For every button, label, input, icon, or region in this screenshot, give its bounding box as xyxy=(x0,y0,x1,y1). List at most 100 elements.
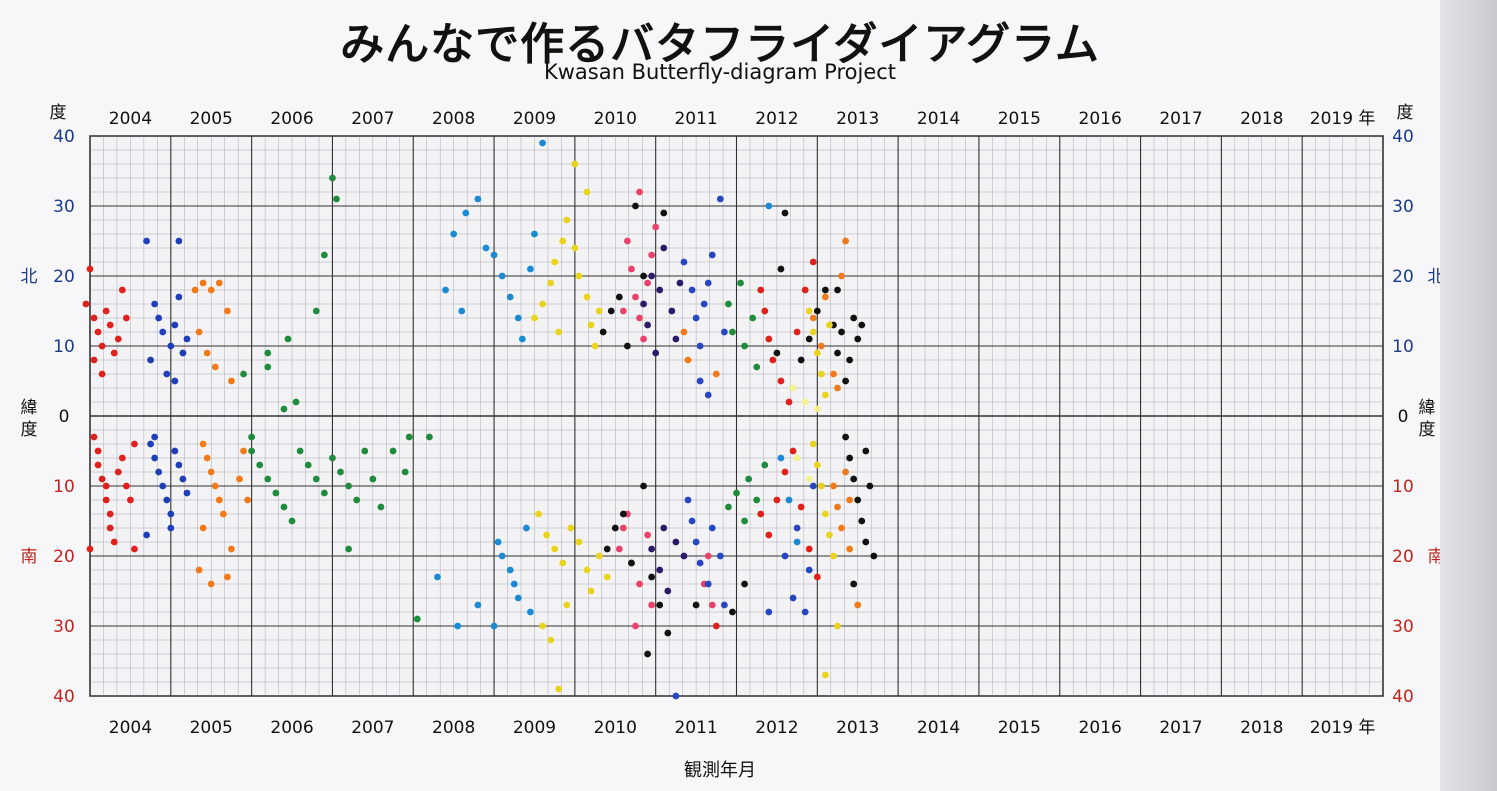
sunspot-point xyxy=(240,447,247,455)
corner-label-right: 度 xyxy=(1397,103,1414,123)
year-label-top: 2018 xyxy=(1240,109,1283,129)
sunspot-point xyxy=(660,244,668,252)
sunspot-point xyxy=(704,279,712,287)
sunspot-point xyxy=(809,258,817,266)
sunspot-point xyxy=(656,601,664,609)
sunspot-point xyxy=(757,286,765,294)
sunspot-point xyxy=(595,552,603,560)
sunspot-point xyxy=(846,356,854,364)
sunspot-point xyxy=(106,510,114,518)
sunspot-point xyxy=(203,454,211,462)
year-label-bottom: 2016 xyxy=(1079,718,1122,738)
sunspot-point xyxy=(494,538,502,546)
sunspot-point xyxy=(563,216,571,224)
chart-subtitle: Kwasan Butterfly-diagram Project xyxy=(543,60,897,84)
sunspot-point xyxy=(741,580,748,588)
sunspot-point xyxy=(652,223,660,231)
sunspot-point xyxy=(619,510,627,518)
sunspot-point xyxy=(668,307,676,315)
sunspot-point xyxy=(757,510,765,518)
sunspot-point xyxy=(389,447,397,455)
sunspot-point xyxy=(155,468,163,476)
sunspot-point xyxy=(163,370,171,378)
year-label-top: 2004 xyxy=(109,109,152,129)
sunspot-point xyxy=(624,342,631,350)
sunspot-point xyxy=(603,545,611,553)
sunspot-point xyxy=(781,552,789,560)
sunspot-point xyxy=(320,489,328,497)
sunspot-point xyxy=(789,384,797,392)
sunspot-point xyxy=(712,622,720,630)
sunspot-point xyxy=(106,321,114,329)
sunspot-point xyxy=(838,524,845,532)
sunspot-point xyxy=(817,342,825,350)
sunspot-point xyxy=(733,489,740,497)
sunspot-point xyxy=(595,307,603,315)
sunspot-point xyxy=(369,475,377,483)
sunspot-point xyxy=(215,496,223,504)
sunspot-point xyxy=(405,433,413,441)
sunspot-point xyxy=(551,258,559,266)
lat-tick-right: 40 xyxy=(1392,127,1414,147)
sunspot-point xyxy=(539,300,546,308)
sunspot-point xyxy=(866,482,874,490)
year-label-bottom: 2019 年 xyxy=(1310,718,1376,738)
sunspot-point xyxy=(789,447,797,455)
sunspot-point xyxy=(745,475,753,483)
sunspot-point xyxy=(547,636,555,644)
sunspot-point xyxy=(482,244,490,252)
sunspot-point xyxy=(640,300,647,308)
sunspot-point xyxy=(122,482,130,490)
sunspot-point xyxy=(729,608,736,616)
sunspot-point xyxy=(474,601,482,609)
sunspot-point xyxy=(531,230,538,238)
sunspot-point xyxy=(207,468,215,476)
sunspot-point xyxy=(547,279,555,287)
sunspot-point xyxy=(826,321,833,329)
sunspot-point xyxy=(801,398,809,406)
sunspot-point xyxy=(248,447,256,455)
sunspot-point xyxy=(619,524,627,532)
sunspot-point xyxy=(636,188,643,196)
sunspot-point xyxy=(211,482,219,490)
year-label-top: 2010 xyxy=(594,109,637,129)
north-label-left: 北 xyxy=(21,267,38,287)
year-label-bottom: 2009 xyxy=(513,718,556,738)
sunspot-point xyxy=(858,321,866,329)
sunspot-point xyxy=(656,566,664,574)
sunspot-point xyxy=(838,272,845,280)
year-label-top: 2008 xyxy=(432,109,475,129)
sunspot-point xyxy=(207,286,215,294)
sunspot-point xyxy=(809,482,817,490)
sunspot-point xyxy=(708,251,716,259)
sunspot-point xyxy=(539,139,546,147)
sunspot-point xyxy=(490,622,498,630)
year-label-bottom: 2005 xyxy=(190,718,233,738)
sunspot-point xyxy=(753,496,761,504)
year-label-bottom: 2013 xyxy=(836,718,879,738)
sunspot-point xyxy=(498,552,506,560)
sunspot-point xyxy=(442,286,449,294)
sunspot-point xyxy=(821,671,829,679)
sunspot-point xyxy=(708,524,716,532)
sunspot-point xyxy=(211,363,219,371)
sunspot-point xyxy=(183,335,191,343)
sunspot-point xyxy=(842,468,849,476)
sunspot-point xyxy=(821,391,829,399)
year-label-top: 2015 xyxy=(998,109,1041,129)
sunspot-points xyxy=(82,139,878,700)
sunspot-point xyxy=(765,335,773,343)
sunspot-point xyxy=(777,454,785,462)
sunspot-point xyxy=(292,398,300,406)
south-label-right: 南 xyxy=(1428,547,1441,567)
sunspot-point xyxy=(159,482,167,490)
sunspot-point xyxy=(122,314,130,322)
sunspot-point xyxy=(765,202,773,210)
sunspot-point xyxy=(858,517,866,525)
sunspot-point xyxy=(813,573,821,581)
lat-tick-left: 30 xyxy=(53,617,75,637)
sunspot-point xyxy=(805,566,813,574)
sunspot-point xyxy=(725,503,732,511)
chart-title: みんなで作るバタフライダイアグラム xyxy=(340,19,1100,70)
sunspot-point xyxy=(175,293,183,301)
